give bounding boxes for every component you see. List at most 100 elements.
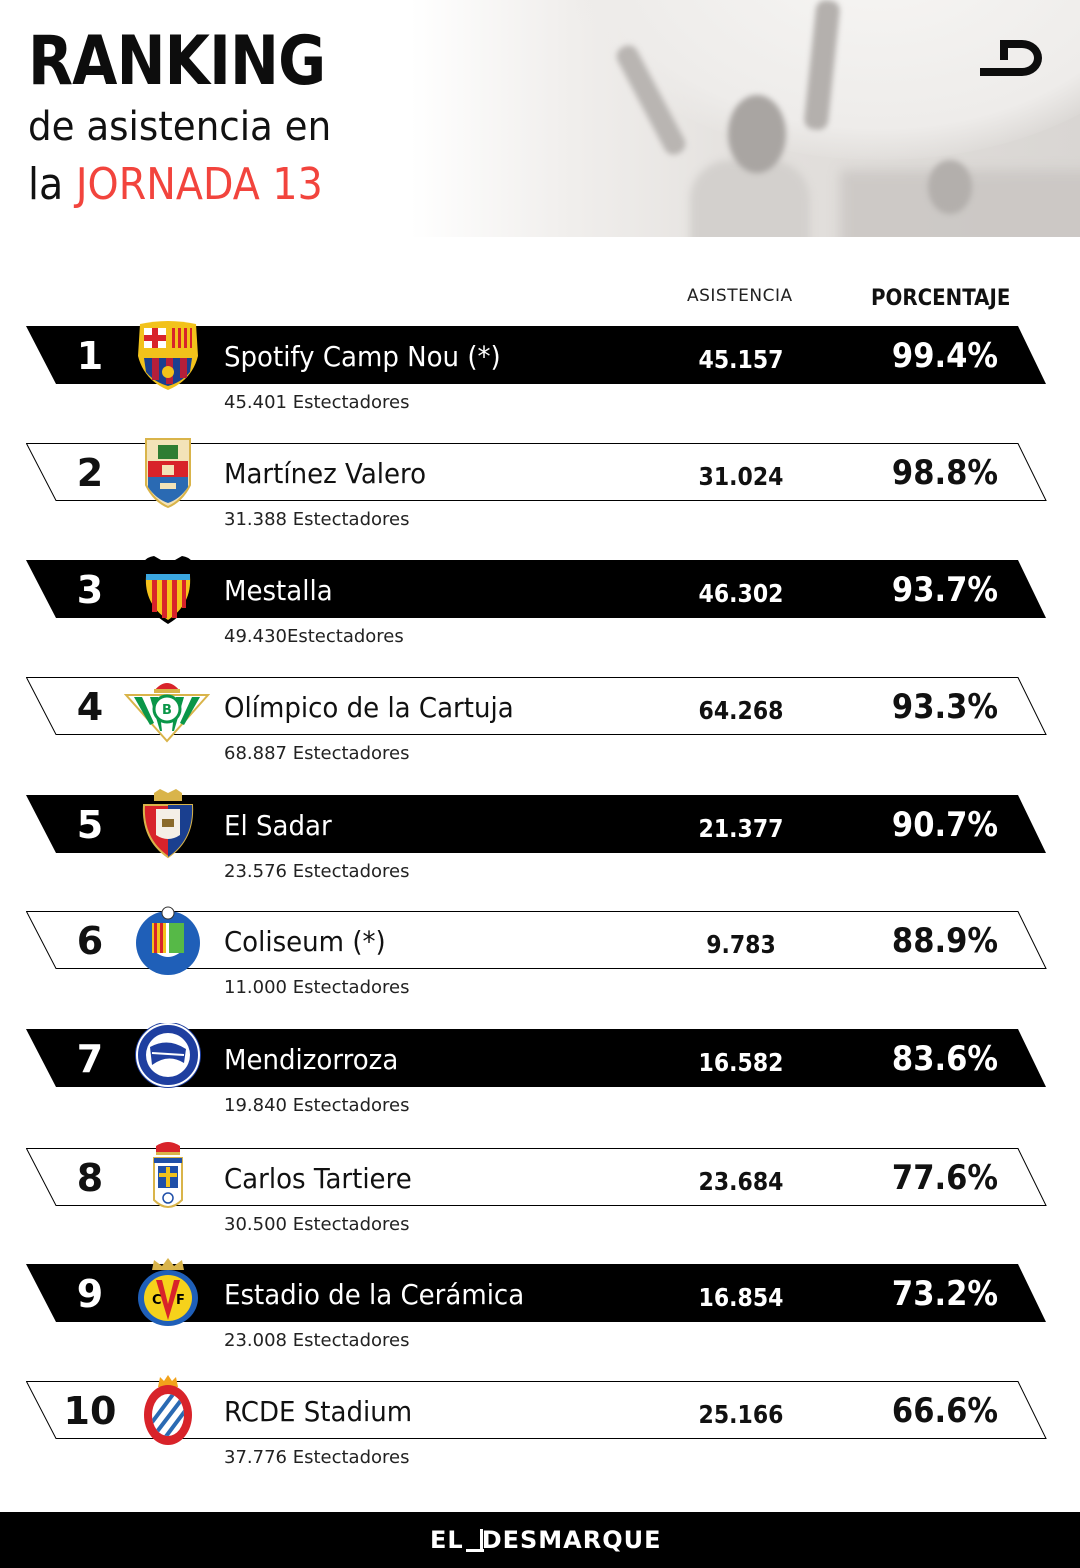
rank-number: 7 xyxy=(76,1037,104,1081)
title-prefix: la xyxy=(28,159,76,210)
fc-barcelona-crest-icon xyxy=(138,321,198,390)
capacity-caption: 19.840 Estectadores xyxy=(224,1095,410,1116)
stadium-name: Carlos Tartiere xyxy=(224,1162,412,1195)
stadium-name: Mestalla xyxy=(224,574,333,607)
row-bar xyxy=(26,677,1047,735)
stadium-name: Olímpico de la Cartuja xyxy=(224,691,514,724)
attendance-value: 23.684 xyxy=(698,1167,784,1196)
d-logo-icon xyxy=(980,40,1042,76)
ranking-row: 8 Carlos Tartiere 23.684 77.6% 30.500 Es… xyxy=(0,1142,1080,1248)
ranking-row: 4 B Olímpico de la Cartuja 64.268 93.3% … xyxy=(0,677,1080,777)
ranking-row: 2 Martínez Valero 31.024 98.8% 31.388 Es… xyxy=(0,438,1080,543)
stadium-name: El Sadar xyxy=(224,809,332,842)
ranking-row: 1 Spotify Camp Nou (*) 45.157 99.4% 45.4… xyxy=(0,321,1080,426)
ranking-row: 3 Mestalla 46.302 93.7% 49.430Estectador… xyxy=(0,556,1080,660)
row-bar xyxy=(26,1264,1046,1322)
capacity-caption: 49.430Estectadores xyxy=(224,626,404,647)
attendance-value: 31.024 xyxy=(698,462,784,491)
row-bar xyxy=(26,1029,1046,1087)
attendance-value: 64.268 xyxy=(698,696,784,725)
title-subtitle: de asistencia en xyxy=(28,104,332,150)
fan-head xyxy=(728,95,786,173)
title-ranking: RANKING xyxy=(28,22,326,101)
svg-text:F: F xyxy=(176,1293,185,1308)
percentage-value: 66.6% xyxy=(891,1391,999,1431)
percentage-value: 93.7% xyxy=(891,570,999,610)
capacity-caption: 68.887 Estectadores xyxy=(224,743,410,764)
hero-banner xyxy=(0,0,1080,237)
rank-number: 4 xyxy=(76,685,104,729)
column-header-porcentaje: PORCENTAJE xyxy=(871,286,1011,311)
attendance-value: 16.854 xyxy=(698,1283,784,1312)
fan-body xyxy=(690,160,810,237)
percentage-value: 77.6% xyxy=(891,1158,999,1198)
svg-text:C: C xyxy=(152,1293,162,1308)
elche-cf-crest-icon xyxy=(145,438,191,509)
rank-number: 3 xyxy=(76,568,104,612)
brand-d-mark-icon xyxy=(465,1529,484,1552)
title-jornada: la JORNADA 13 xyxy=(28,156,352,214)
rank-number: 6 xyxy=(76,919,104,963)
capacity-caption: 37.776 Estectadores xyxy=(224,1447,410,1468)
eldesmarque-logo: EL DESMARQUE xyxy=(430,1526,662,1554)
rank-number: 5 xyxy=(76,803,104,847)
percentage-value: 73.2% xyxy=(891,1274,999,1314)
rank-number: 9 xyxy=(76,1272,104,1316)
percentage-value: 98.8% xyxy=(891,453,999,493)
row-bar xyxy=(26,560,1046,618)
villarreal-cf-crest-icon: C F xyxy=(138,1258,198,1326)
attendance-value: 16.582 xyxy=(698,1048,784,1077)
row-bar xyxy=(26,1148,1047,1206)
row-bar xyxy=(26,1381,1047,1439)
rank-number: 1 xyxy=(76,334,104,378)
percentage-value: 90.7% xyxy=(891,805,999,845)
capacity-caption: 30.500 Estectadores xyxy=(224,1214,410,1235)
stadium-name: Estadio de la Cerámica xyxy=(224,1278,525,1311)
ranking-row: 10 RCDE Stadium 25.166 66.6% 37.776 Este… xyxy=(0,1375,1080,1481)
page-title: RANKING de asistencia en la JORNADA 13 xyxy=(28,26,388,214)
capacity-caption: 23.008 Estectadores xyxy=(224,1330,410,1351)
brand-el: EL xyxy=(430,1526,464,1554)
attendance-value: 9.783 xyxy=(706,930,776,959)
real-oviedo-crest-icon xyxy=(153,1142,183,1208)
percentage-value: 93.3% xyxy=(891,687,999,727)
deportivo-alaves-crest-icon xyxy=(135,1023,201,1088)
svg-text:B: B xyxy=(162,703,172,718)
stadium-name: RCDE Stadium xyxy=(224,1395,413,1428)
capacity-caption: 23.576 Estectadores xyxy=(224,861,410,882)
column-header-asistencia: ASISTENCIA xyxy=(687,286,793,306)
osasuna-crest-icon xyxy=(142,789,194,859)
valencia-cf-crest-icon xyxy=(141,556,195,624)
stadium-name: Spotify Camp Nou (*) xyxy=(224,340,501,373)
stadium-name: Martínez Valero xyxy=(224,457,427,490)
ranking-row: 6 Coliseum (*) 9.783 88.9% 11.000 Estect… xyxy=(0,906,1080,1011)
attendance-value: 25.166 xyxy=(698,1400,784,1429)
percentage-value: 83.6% xyxy=(891,1039,999,1079)
attendance-value: 46.302 xyxy=(698,579,784,608)
row-bar xyxy=(26,443,1047,501)
row-bar xyxy=(26,911,1047,969)
getafe-cf-crest-icon xyxy=(136,906,200,975)
percentage-value: 99.4% xyxy=(891,336,999,376)
row-bar xyxy=(26,326,1046,384)
attendance-value: 45.157 xyxy=(698,345,784,374)
ranking-row: 9 C F Estadio de la Cerámica 16.854 73.2… xyxy=(0,1258,1080,1364)
rank-number: 10 xyxy=(63,1389,117,1433)
row-bar xyxy=(26,795,1046,853)
capacity-caption: 31.388 Estectadores xyxy=(224,509,410,530)
ranking-row: 5 El Sadar 21.377 90.7% 23.576 Estectado… xyxy=(0,789,1080,895)
rcd-espanyol-crest-icon xyxy=(144,1375,192,1445)
stadium-name: Mendizorroza xyxy=(224,1043,399,1076)
ranking-row: 7 Mendizorroza 16.582 83.6% 19.840 Estec… xyxy=(0,1023,1080,1129)
percentage-value: 88.9% xyxy=(891,921,999,961)
rank-number: 2 xyxy=(76,451,104,495)
title-jornada-accent: JORNADA 13 xyxy=(75,159,323,210)
footer: EL DESMARQUE xyxy=(0,1512,1080,1568)
brand-desmarque: DESMARQUE xyxy=(481,1526,662,1554)
stadium-name: Coliseum (*) xyxy=(224,925,386,958)
attendance-value: 21.377 xyxy=(698,814,784,843)
rank-number: 8 xyxy=(76,1156,104,1200)
real-betis-crest-icon: B xyxy=(124,683,210,743)
capacity-caption: 45.401 Estectadores xyxy=(224,392,410,413)
capacity-caption: 11.000 Estectadores xyxy=(224,977,410,998)
